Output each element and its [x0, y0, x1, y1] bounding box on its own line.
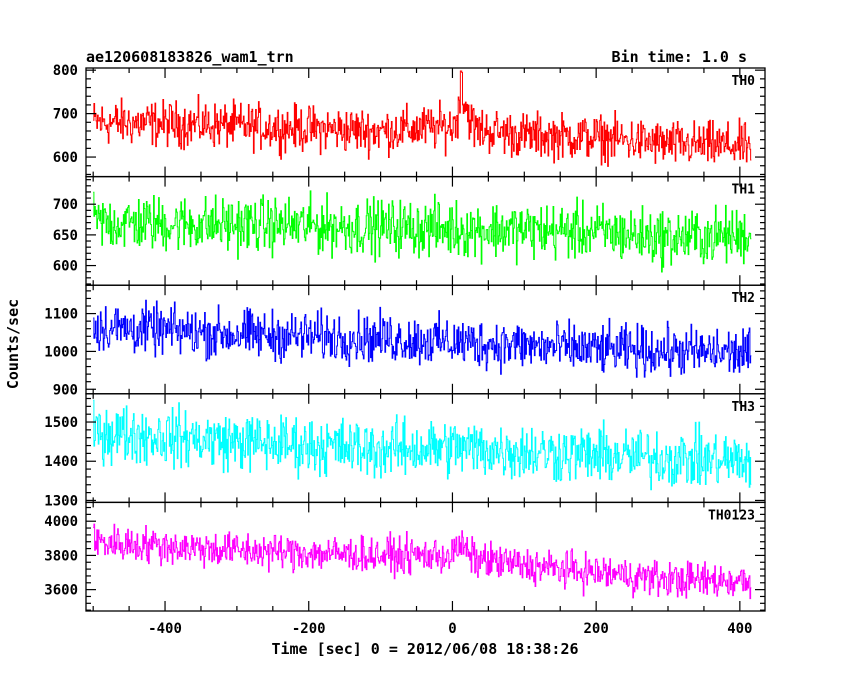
series-th1: [93, 190, 752, 273]
panel-label-th0123: TH0123: [708, 508, 755, 523]
series-th0: [93, 70, 752, 167]
bin-time-label: Bin time: 1.0 s: [612, 48, 747, 66]
y-tick-label: 700: [53, 197, 78, 213]
panel-label-th3: TH3: [732, 400, 755, 415]
y-tick-label: 600: [53, 150, 78, 166]
panels: 600 700 800 TH0 600 650 700 TH1 900 1000 1100 TH2 13…: [44, 63, 766, 612]
panel-label-th0: TH0: [732, 74, 756, 89]
y-tick-label: 1000: [44, 344, 78, 360]
y-axis-title: Counts/sec: [4, 299, 22, 389]
y-tick-label: 700: [53, 107, 78, 123]
panel-label-th2: TH2: [732, 291, 755, 306]
y-tick-label: 1300: [44, 493, 78, 509]
y-tick-label: 1100: [44, 307, 78, 323]
x-axis: -400 -200 0 200 400: [148, 621, 752, 637]
panel-label-th1: TH1: [732, 183, 756, 198]
x-tick-label: -200: [292, 621, 326, 637]
panel-frame: [85, 501, 766, 612]
y-tick-label: 1500: [44, 415, 78, 431]
series-th0123: [93, 523, 752, 600]
panel-th0: 600 700 800 TH0: [53, 63, 766, 178]
y-tick-label: 600: [53, 259, 78, 275]
y-tick-label: 650: [53, 228, 78, 244]
chart-title: ae120608183826_wam1_trn: [86, 48, 294, 66]
series-th2: [93, 299, 752, 378]
x-tick-label: 200: [583, 621, 608, 637]
x-tick-label: 400: [727, 621, 752, 637]
y-tick-label: 4000: [44, 514, 78, 530]
panel-th2: 900 1000 1100 TH2: [44, 284, 766, 398]
panel-th1: 600 650 700 TH1: [53, 175, 766, 286]
y-tick-label: 900: [53, 382, 78, 398]
y-tick-label: 1400: [44, 454, 78, 470]
y-tick-label: 800: [53, 63, 78, 79]
panel-th0123: 3600 3800 4000 TH0123: [44, 501, 766, 612]
x-tick-label: -400: [148, 621, 182, 637]
x-axis-title: Time [sec] 0 = 2012/06/08 18:38:26: [271, 640, 578, 658]
panel-th3: 1300 1400 1500 TH3: [44, 393, 766, 509]
x-tick-label: 0: [448, 621, 456, 637]
series-th3: [93, 399, 752, 491]
y-tick-label: 3800: [44, 548, 78, 564]
y-tick-label: 3600: [44, 583, 78, 599]
